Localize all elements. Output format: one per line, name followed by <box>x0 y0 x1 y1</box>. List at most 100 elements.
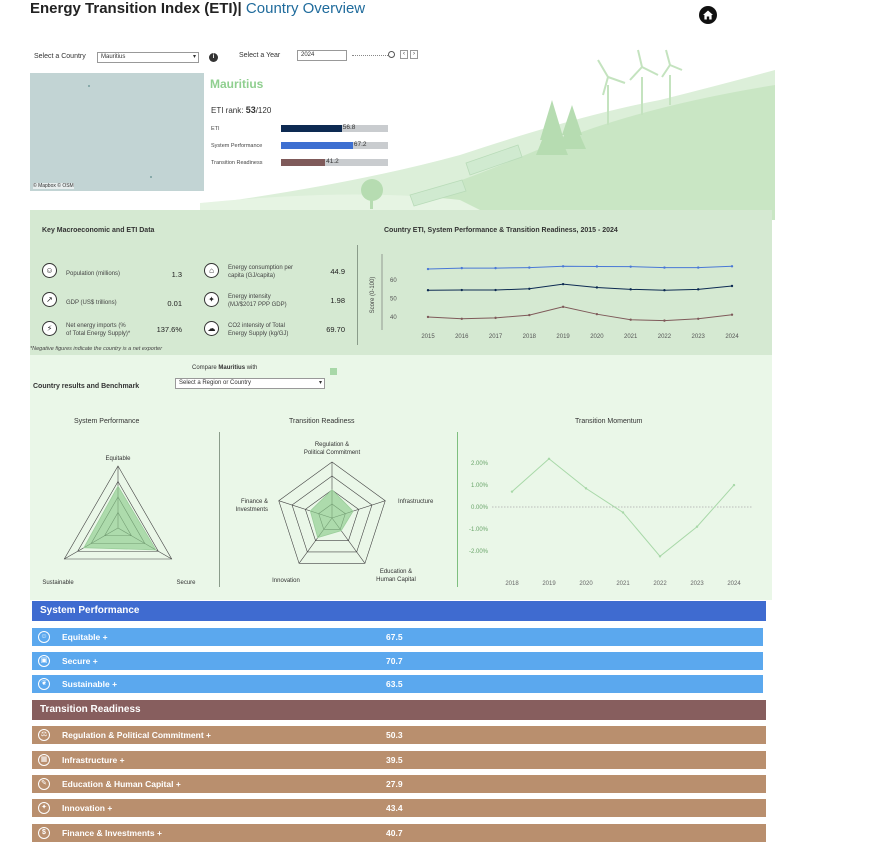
trend-series-point[interactable] <box>426 289 430 292</box>
trend-series-point[interactable] <box>663 266 666 269</box>
country-select[interactable]: Mauritius ▾ <box>97 52 199 63</box>
trend-series-point[interactable] <box>426 267 430 271</box>
info-icon[interactable]: i <box>209 53 218 62</box>
trend-series-point[interactable] <box>460 317 463 320</box>
country-select-value: Mauritius <box>101 54 126 60</box>
trend-series-point[interactable] <box>561 305 565 309</box>
trend-series-point[interactable] <box>494 288 497 292</box>
pillar-row-name: Equitable + <box>62 632 108 642</box>
trend-series-point[interactable] <box>730 265 734 268</box>
macro-item-label: Net energy imports (% of Total Energy Sup… <box>66 322 130 338</box>
trend-series-point[interactable] <box>663 289 666 292</box>
region-select[interactable]: Select a Region or Country ▾ <box>175 378 325 389</box>
summary-bar-value: 41.2 <box>326 158 339 165</box>
summary-bar-fill <box>281 159 326 166</box>
trend-series-point[interactable] <box>629 265 632 268</box>
trend-series-point[interactable] <box>528 287 531 290</box>
momentum-x-tick: 2020 <box>579 581 593 587</box>
trend-series-point[interactable] <box>494 266 497 270</box>
trend-series-point[interactable] <box>528 313 531 317</box>
trend-series-point[interactable] <box>561 265 565 268</box>
year-input[interactable]: 2024 <box>297 50 347 61</box>
trend-series-point[interactable] <box>595 312 599 316</box>
trend-series-point[interactable] <box>663 319 666 322</box>
map-attribution: © Mapbox © OSM <box>33 183 74 189</box>
pillar-row-equitable[interactable]: ☺ Equitable + 67.5 <box>32 628 763 646</box>
macro-item-label-line: of Total Energy Supply)* <box>66 331 131 337</box>
momentum-y-tick: -2.00% <box>469 549 489 555</box>
trend-series-point[interactable] <box>730 284 734 288</box>
trend-series-point[interactable] <box>595 265 599 268</box>
pillar-row-value: 27.9 <box>386 779 403 789</box>
trend-series-point[interactable] <box>460 288 463 292</box>
pillar-row-value: 67.5 <box>386 632 403 642</box>
macro-item-label: GDP (US$ trillions) <box>66 299 117 307</box>
trend-y-axis-label: Score (0-100) <box>370 277 376 314</box>
radar-axis-label: Sustainable <box>42 580 74 586</box>
macro-item-label-line: Energy intensity <box>228 294 271 300</box>
trend-series-point[interactable] <box>528 266 531 269</box>
trend-series-point[interactable] <box>595 286 599 289</box>
radar-axis-label: Education & <box>380 569 412 575</box>
summary-bar-value: 56.8 <box>342 124 356 131</box>
trend-series-point[interactable] <box>426 315 430 319</box>
trend-x-tick: 2022 <box>658 334 672 340</box>
panel-divider <box>219 432 220 587</box>
radar-axis-label: Political Commitment <box>304 450 361 456</box>
pillar-row-infrastructure[interactable]: ▦ Infrastructure + 39.5 <box>32 751 766 769</box>
transition-readiness-band: Transition Readiness <box>32 700 766 720</box>
momentum-x-tick: 2018 <box>505 581 519 587</box>
radar-value-area[interactable] <box>83 485 157 551</box>
year-next-button[interactable]: › <box>410 50 418 59</box>
trend-series-point[interactable] <box>730 313 734 316</box>
momentum-y-tick: 1.00% <box>471 483 489 489</box>
year-slider-handle[interactable] <box>388 51 395 58</box>
radar-tr-title: Transition Readiness <box>289 418 355 425</box>
trend-series-point[interactable] <box>697 288 700 291</box>
summary-bar-track: 56.8 <box>281 124 388 132</box>
education-icon: ✎ <box>38 778 50 790</box>
trend-series-point[interactable] <box>629 318 632 321</box>
macro-item-label: CO2 intensity of Total Energy Supply (kg/… <box>228 322 288 338</box>
pillar-row-name: Secure + <box>62 656 98 666</box>
trend-series-point[interactable] <box>561 282 565 286</box>
co2-icon: ☁ <box>204 321 219 336</box>
pillar-row-sustainable[interactable]: ❦ Sustainable + 63.5 <box>32 675 763 693</box>
pillar-row-secure[interactable]: ▣ Secure + 70.7 <box>32 652 763 670</box>
page-title: Energy Transition Index (ETI)| Country O… <box>30 0 365 17</box>
momentum-point[interactable] <box>510 490 514 493</box>
summary-bar-label: Transition Readiness <box>211 160 263 166</box>
year-slider-track[interactable] <box>352 55 392 56</box>
finance-icon: $ <box>38 827 50 839</box>
home-button[interactable] <box>699 6 717 24</box>
chevron-down-icon: ▾ <box>192 54 196 60</box>
trend-series-point[interactable] <box>494 316 497 320</box>
radar-value-area[interactable] <box>309 489 354 539</box>
radar-grid-ring <box>77 480 159 552</box>
macro-title: Key Macroeconomic and ETI Data <box>42 227 155 234</box>
momentum-point[interactable] <box>695 525 699 528</box>
macro-item-value: 1.98 <box>330 296 345 305</box>
momentum-point[interactable] <box>732 483 736 487</box>
trend-series-point[interactable] <box>697 317 700 320</box>
radar-grid-ring <box>63 465 173 560</box>
momentum-point[interactable] <box>621 511 625 514</box>
momentum-point[interactable] <box>658 555 662 558</box>
country-map[interactable]: © Mapbox © OSM <box>30 73 204 191</box>
macro-panel <box>30 210 772 355</box>
pillar-row-innovation[interactable]: ✦ Innovation + 43.4 <box>32 799 766 817</box>
year-prev-button[interactable]: ‹ <box>400 50 408 59</box>
pillar-row-education-human-capital[interactable]: ✎ Education & Human Capital + 27.9 <box>32 775 766 793</box>
trend-series-point[interactable] <box>629 288 632 291</box>
momentum-point[interactable] <box>547 457 551 460</box>
trend-series-point[interactable] <box>460 266 463 270</box>
radar-axis-label: Investments <box>236 507 268 513</box>
pillar-row-finance-investments[interactable]: $ Finance & Investments + 40.7 <box>32 824 766 842</box>
macro-item-value: 0.01 <box>167 299 182 308</box>
radar-sp-chart: Equitable Secure Sustainable <box>42 456 196 586</box>
summary-bar-value: 67.2 <box>353 141 367 148</box>
radar-axis-label: Infrastructure <box>398 499 434 505</box>
trend-series-point[interactable] <box>697 266 700 269</box>
momentum-point[interactable] <box>584 487 588 490</box>
pillar-row-regulation-political-commitment[interactable]: ⚖ Regulation & Political Commitment + 50.3 <box>32 726 766 744</box>
